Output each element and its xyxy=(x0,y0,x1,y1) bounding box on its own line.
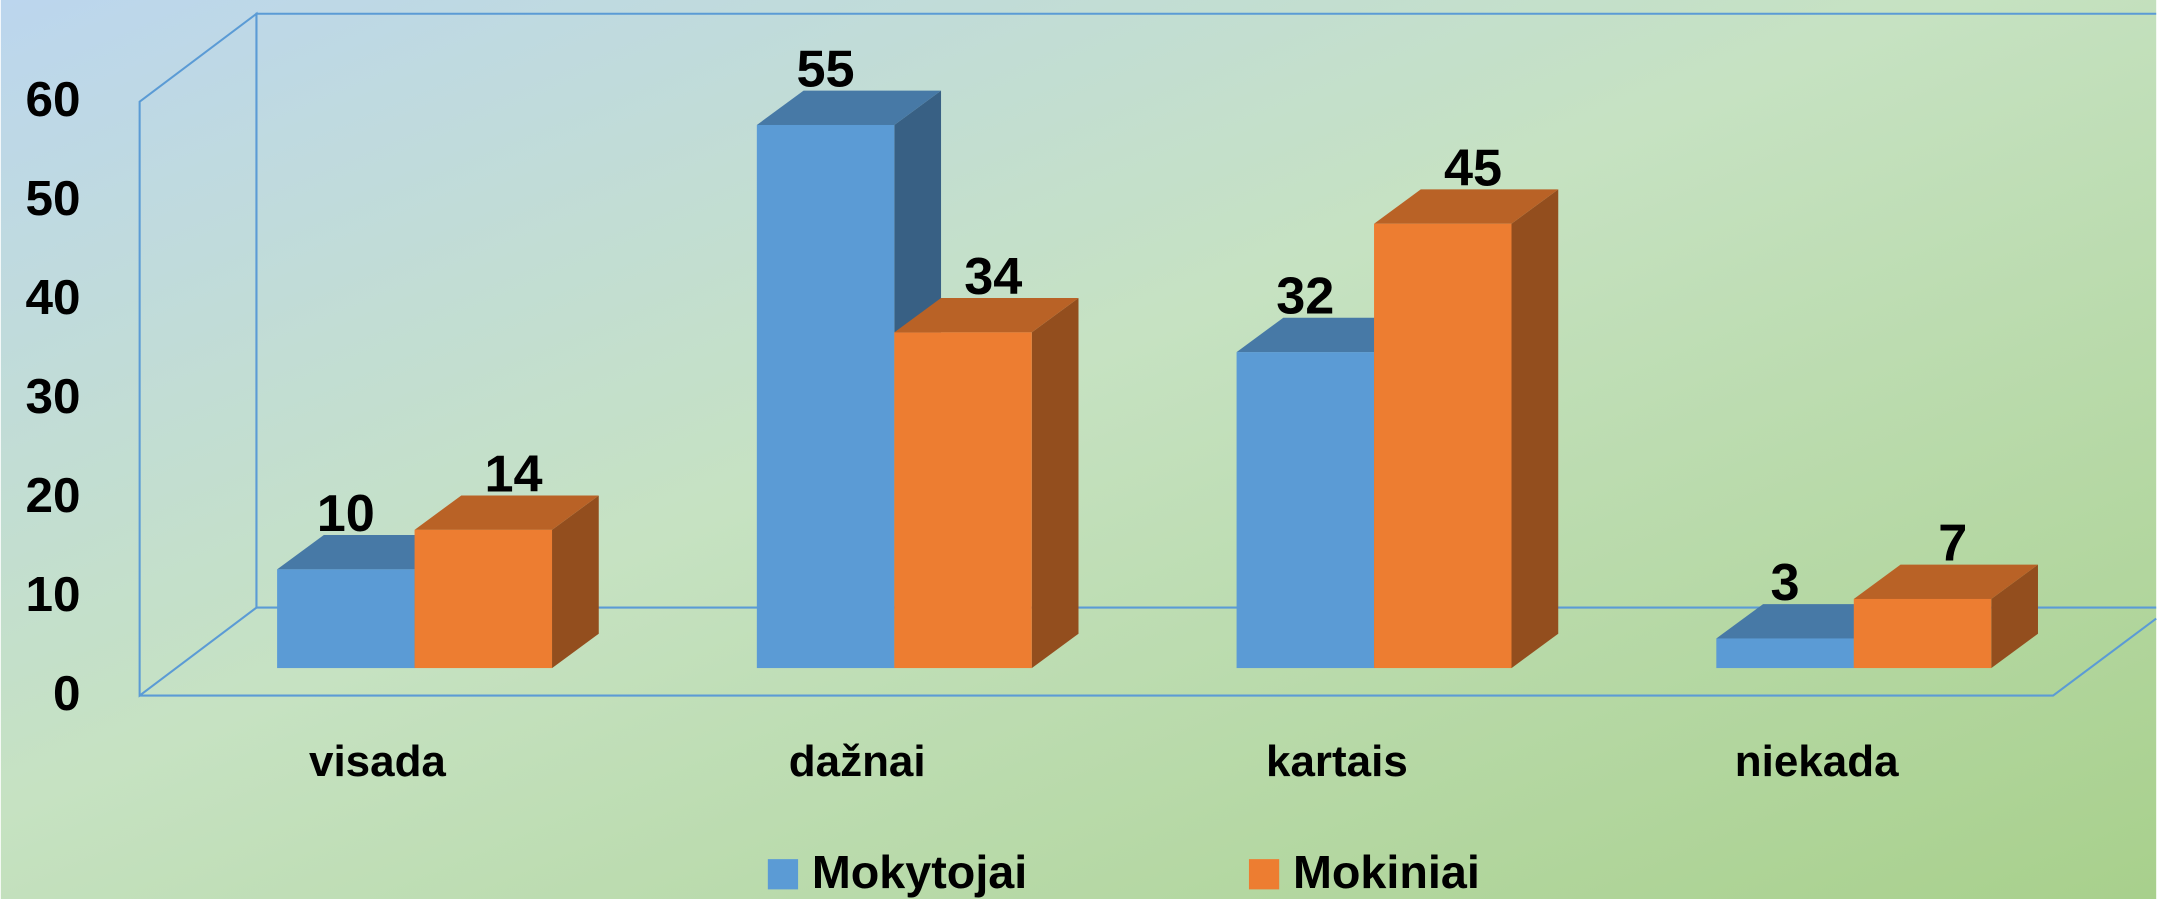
data-label: 3 xyxy=(1771,554,1800,612)
data-label: 10 xyxy=(317,485,375,543)
data-label: 32 xyxy=(1276,268,1334,326)
bar-top xyxy=(756,90,942,125)
bar xyxy=(277,569,415,669)
x-tick-label: dažnai xyxy=(789,737,926,786)
y-tick-label: 20 xyxy=(25,468,80,523)
x-tick-label: niekada xyxy=(1735,737,1899,786)
y-tick-label: 60 xyxy=(25,72,80,127)
data-label: 45 xyxy=(1444,139,1502,197)
bar xyxy=(1374,223,1512,669)
x-tick-label: kartais xyxy=(1266,737,1408,786)
legend-swatch xyxy=(767,859,799,890)
legend-label: Mokiniai xyxy=(1293,846,1480,898)
bar xyxy=(1853,598,1992,669)
bar-top xyxy=(1374,189,1559,224)
bar xyxy=(414,529,553,669)
data-label: 55 xyxy=(797,41,855,99)
floor-front xyxy=(139,617,2157,697)
bar-side xyxy=(1511,189,1559,669)
bar-top xyxy=(1853,564,2038,599)
data-label: 7 xyxy=(1938,515,1967,573)
legend-swatch xyxy=(1248,859,1280,890)
y-tick-label: 50 xyxy=(25,171,80,226)
bar-top xyxy=(414,495,599,530)
bar xyxy=(894,332,1032,669)
y-tick-label: 0 xyxy=(53,666,81,721)
bar xyxy=(1236,352,1375,669)
data-label: 34 xyxy=(964,248,1022,306)
bar-top xyxy=(894,297,1079,333)
bar-side xyxy=(1991,564,2038,669)
legend-label: Mokytojai xyxy=(812,846,1027,898)
bar xyxy=(756,124,895,669)
bar xyxy=(1716,638,1854,669)
y-tick-label: 40 xyxy=(25,270,80,325)
y-tick-label: 10 xyxy=(25,567,80,622)
bar-side xyxy=(552,495,599,669)
y-tick-label: 30 xyxy=(25,369,80,424)
bar-side xyxy=(1031,297,1079,669)
data-label: 14 xyxy=(484,445,542,503)
x-tick-label: visada xyxy=(309,737,446,786)
